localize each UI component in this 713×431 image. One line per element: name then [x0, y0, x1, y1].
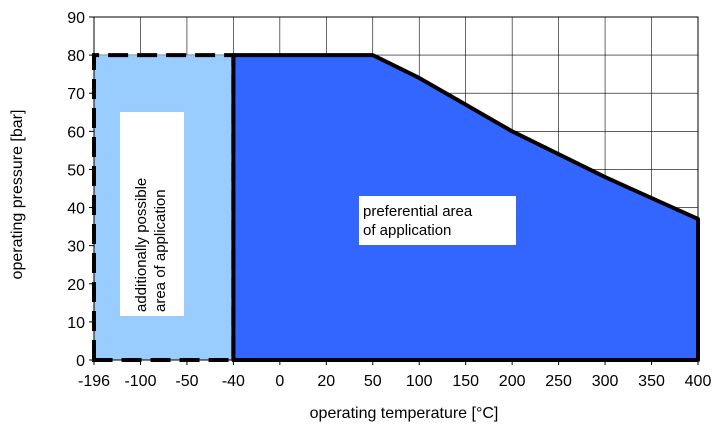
y-tick-label: 10 [67, 315, 85, 332]
y-tick-label: 90 [67, 10, 85, 27]
x-tick-label: 50 [364, 373, 382, 390]
x-tick-label: -50 [175, 373, 198, 390]
region-label-box-2 [359, 196, 516, 245]
x-tick-label: 350 [638, 373, 665, 390]
y-tick-label: 40 [67, 201, 85, 218]
y-axis-label: operating pressure [bar] [9, 110, 26, 280]
x-tick-label: 400 [685, 373, 712, 390]
region-label-1: additionally possible area of application [133, 178, 169, 312]
x-tick-label: -40 [222, 373, 245, 390]
x-tick-label: 150 [452, 373, 479, 390]
y-tick-label: 50 [67, 162, 85, 179]
y-tick-label: 70 [67, 86, 85, 103]
x-tick-label: 20 [317, 373, 335, 390]
x-axis-label: operating temperature [°C] [310, 405, 499, 422]
y-tick-label: 20 [67, 277, 85, 294]
region-label-2-line: preferential area [363, 203, 473, 220]
region-label-box-1 [120, 112, 184, 316]
axis-ticks: -196 -100 -50 -40 0 20 50 100 150 200 250 300 350 400… [67, 10, 711, 390]
region-label-1-line: additionally possible [133, 178, 150, 312]
y-tick-label: 60 [67, 124, 85, 141]
x-tick-label: 0 [275, 373, 284, 390]
x-tick-label: 100 [406, 373, 433, 390]
region-label-2-line: of application [363, 222, 451, 239]
x-tick-label: 200 [499, 373, 526, 390]
y-tick-label: 30 [67, 239, 85, 256]
x-tick-label: -100 [124, 373, 156, 390]
x-tick-label: 300 [592, 373, 619, 390]
region-labels: additionally possible area of application… [120, 112, 516, 316]
x-tick-label: -196 [78, 373, 110, 390]
y-tick-label: 0 [76, 353, 85, 370]
region-label-1-line: area of application [152, 189, 169, 312]
y-tick-label: 80 [67, 48, 85, 65]
x-tick-label: 250 [545, 373, 572, 390]
plot-area [93, 16, 699, 361]
